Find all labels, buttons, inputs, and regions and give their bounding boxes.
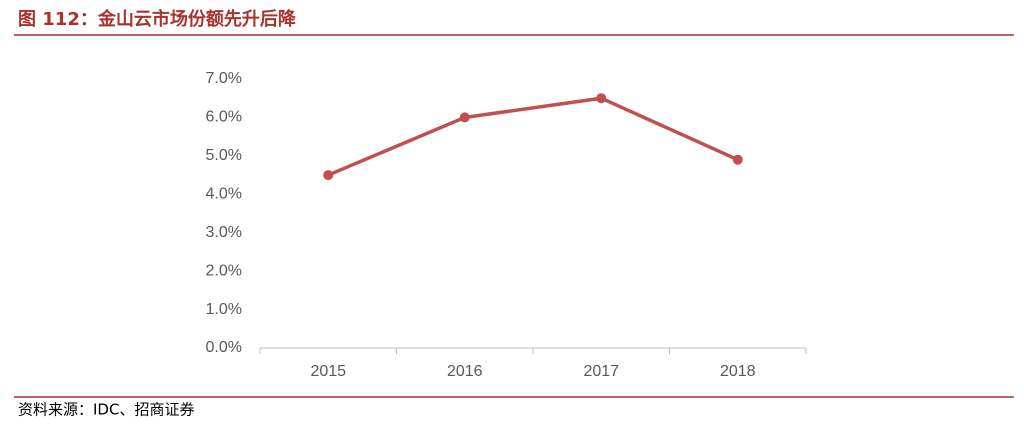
y-tick-label: 6.0%	[206, 109, 242, 126]
y-tick-label: 1.0%	[206, 301, 242, 318]
x-tick-label: 2017	[583, 363, 619, 380]
data-point	[732, 154, 743, 165]
y-tick-label: 7.0%	[206, 70, 242, 87]
x-tick-label: 2015	[310, 363, 346, 380]
data-point	[596, 93, 607, 104]
y-tick-label: 0.0%	[206, 339, 242, 356]
data-point	[459, 112, 470, 123]
chart-title: 图 112：金山云市场份额先升后降	[18, 8, 297, 30]
x-tick-label: 2016	[447, 363, 483, 380]
y-tick-label: 3.0%	[206, 224, 242, 241]
y-tick-label: 2.0%	[206, 262, 242, 279]
y-tick-label: 5.0%	[206, 147, 242, 164]
source-note: 资料来源：IDC、招商证券	[18, 401, 194, 419]
x-tick-label: 2018	[720, 363, 756, 380]
data-point	[323, 170, 334, 181]
y-tick-label: 4.0%	[206, 186, 242, 203]
series-line	[327, 96, 739, 177]
